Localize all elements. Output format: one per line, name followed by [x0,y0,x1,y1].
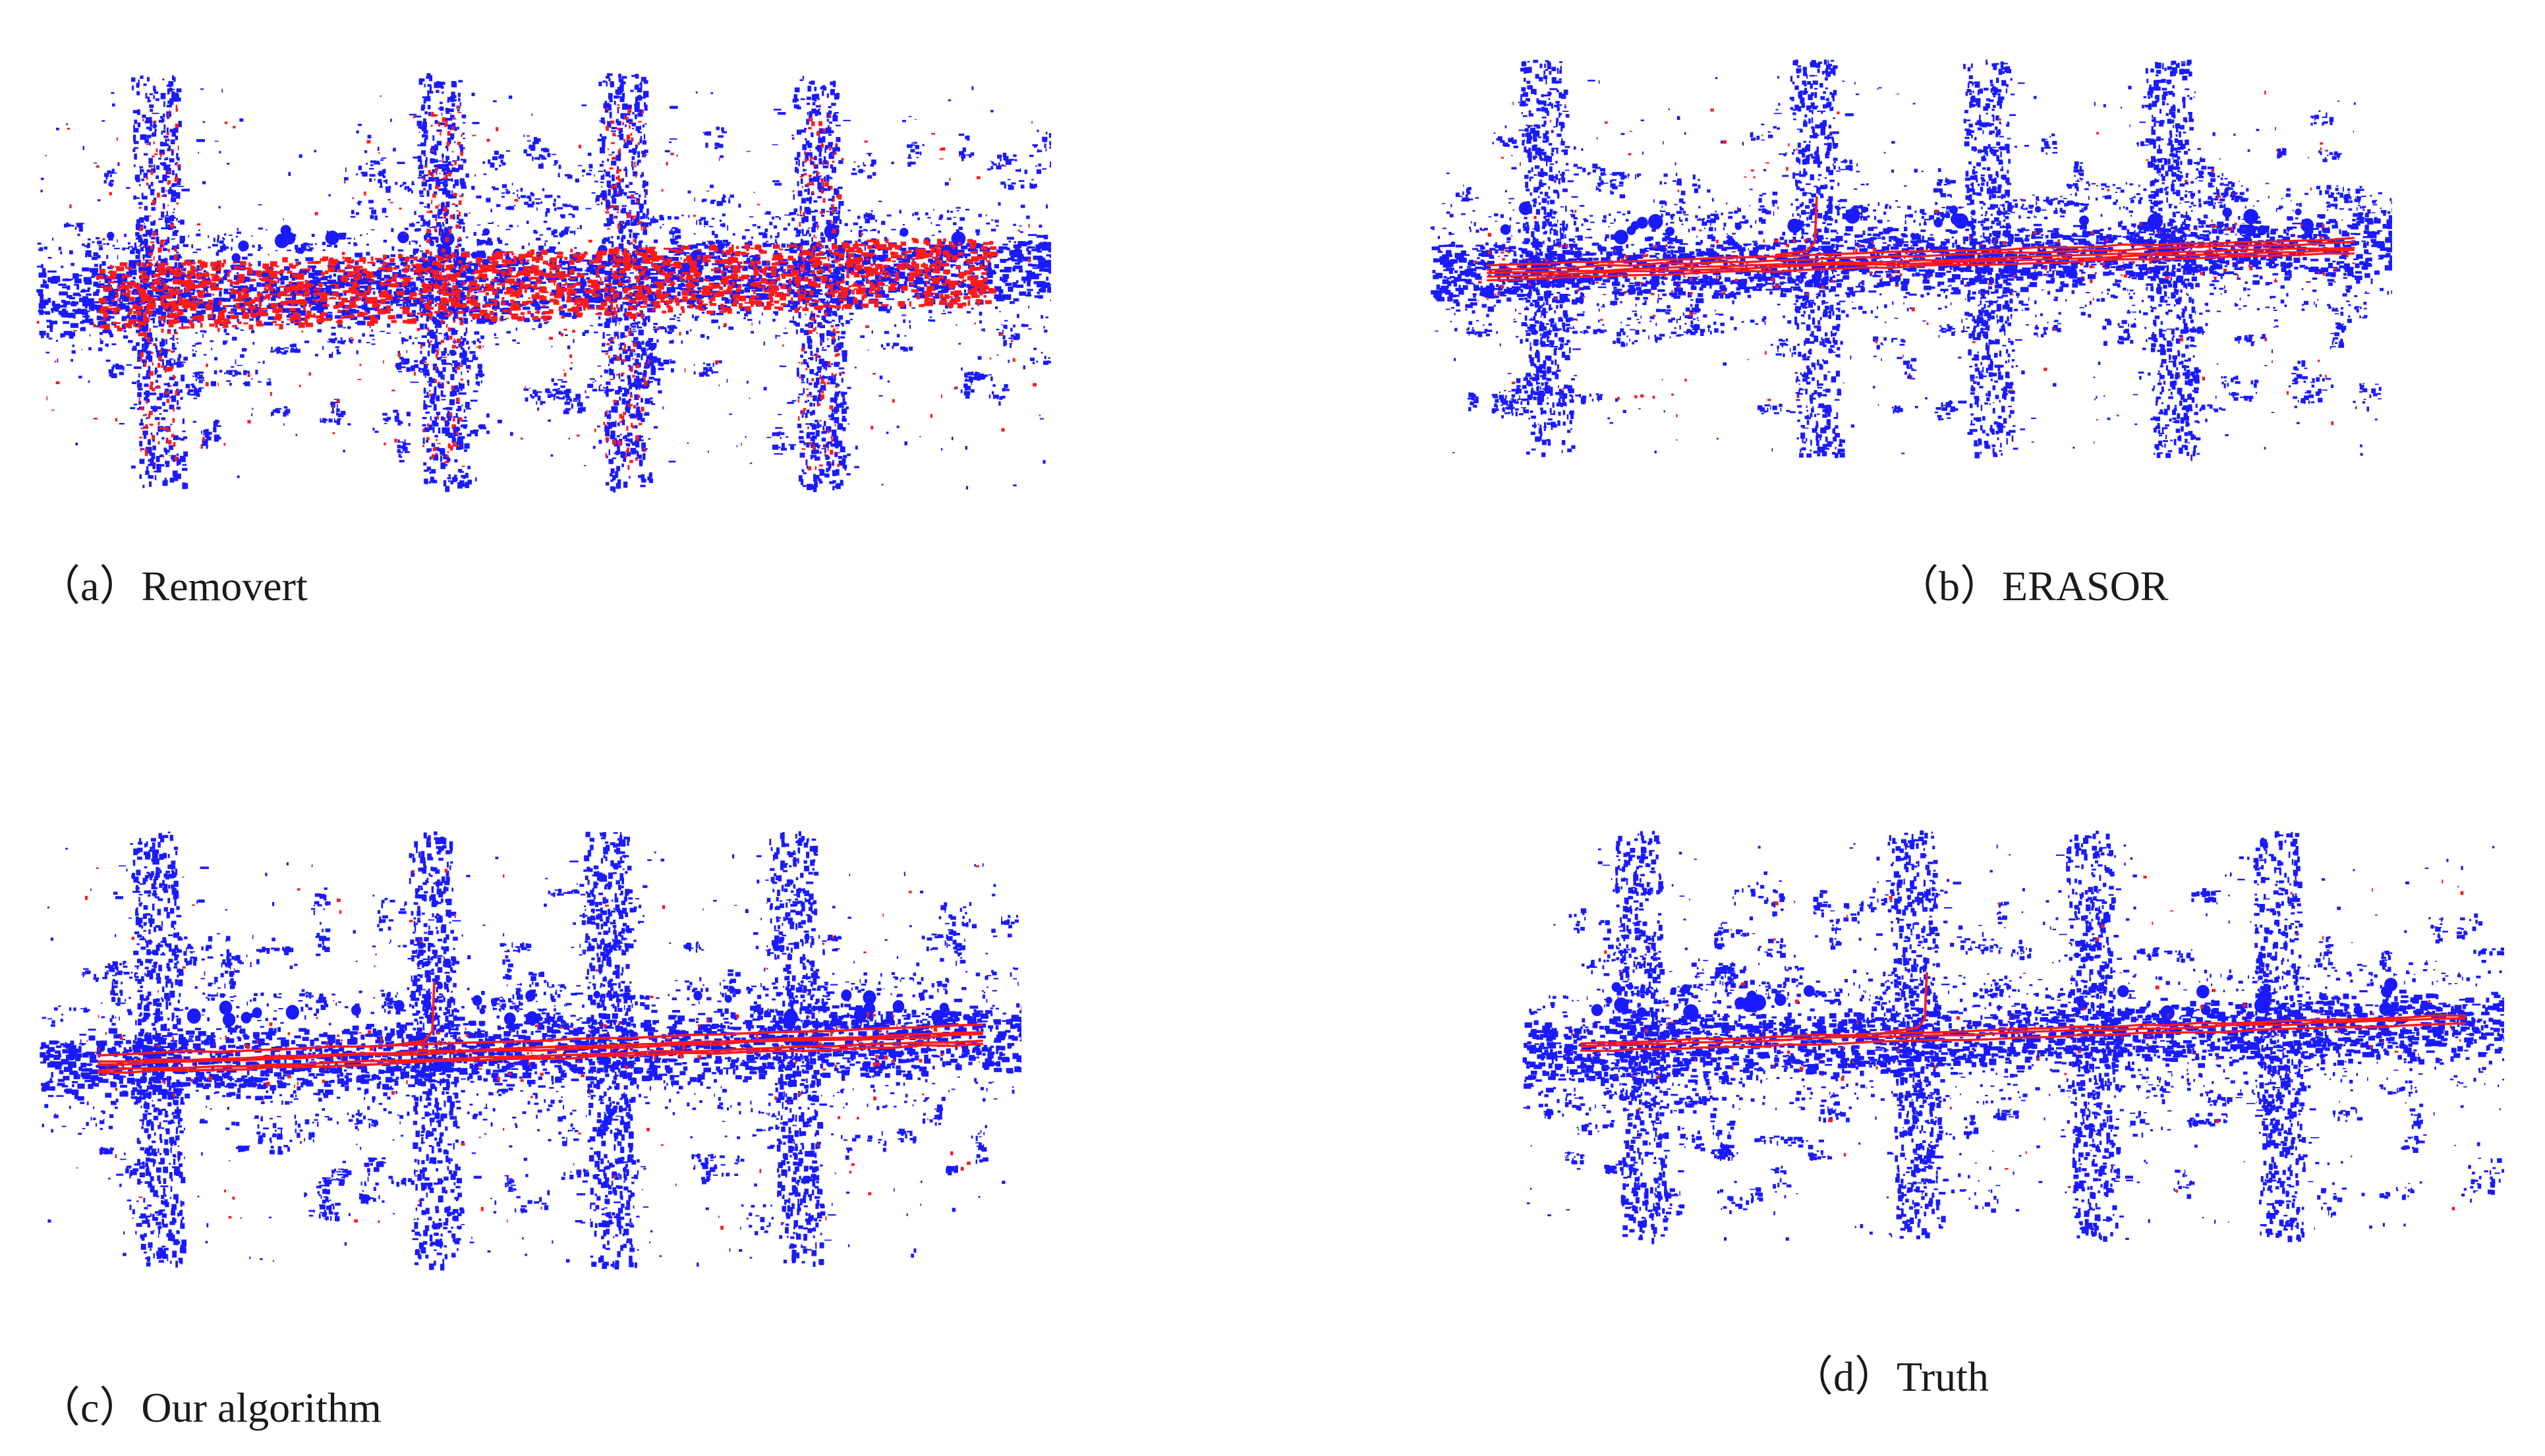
point-cloud-image-d [1522,830,2504,1245]
panel-b-point-cloud [1430,49,2392,464]
point-cloud-image-b [1430,59,2392,461]
panel-d-point-cloud [1522,820,2504,1248]
caption-c: （c）Our algorithm [38,1387,382,1429]
caption-b: （b）ERASOR [1897,565,2169,607]
point-cloud-image-a [36,73,1051,493]
caption-a: （a）Removert [38,565,308,607]
panel-a-point-cloud [36,63,1051,497]
point-cloud-image-c [40,831,1021,1271]
caption-d: （d）Truth [1791,1356,1989,1398]
panel-c-point-cloud [40,820,1021,1275]
